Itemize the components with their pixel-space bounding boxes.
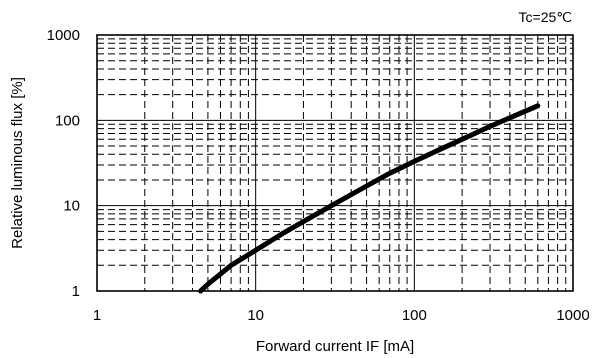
y-tick-label: 10 [63, 198, 80, 215]
x-tick-label: 1000 [556, 307, 589, 324]
y-tick-label: 100 [55, 112, 80, 129]
x-axis-label: Forward current IF [mA] [256, 338, 414, 355]
y-tick-label: 1000 [47, 27, 80, 44]
x-tick-label: 100 [402, 307, 427, 324]
series-group [198, 103, 541, 294]
annotation-temperature: Tc=25℃ [519, 9, 572, 25]
x-tick-label: 1 [93, 307, 101, 324]
plot-frame [96, 34, 574, 292]
grid [97, 35, 573, 291]
y-axis-label: Relative luminous flux [%] [9, 77, 26, 249]
y-tick-label: 1 [72, 283, 80, 300]
tick-labels: 1 10 100 1000 1 10 100 1000 [47, 27, 590, 324]
x-tick-label: 10 [247, 307, 264, 324]
series-line-0 [198, 103, 541, 294]
